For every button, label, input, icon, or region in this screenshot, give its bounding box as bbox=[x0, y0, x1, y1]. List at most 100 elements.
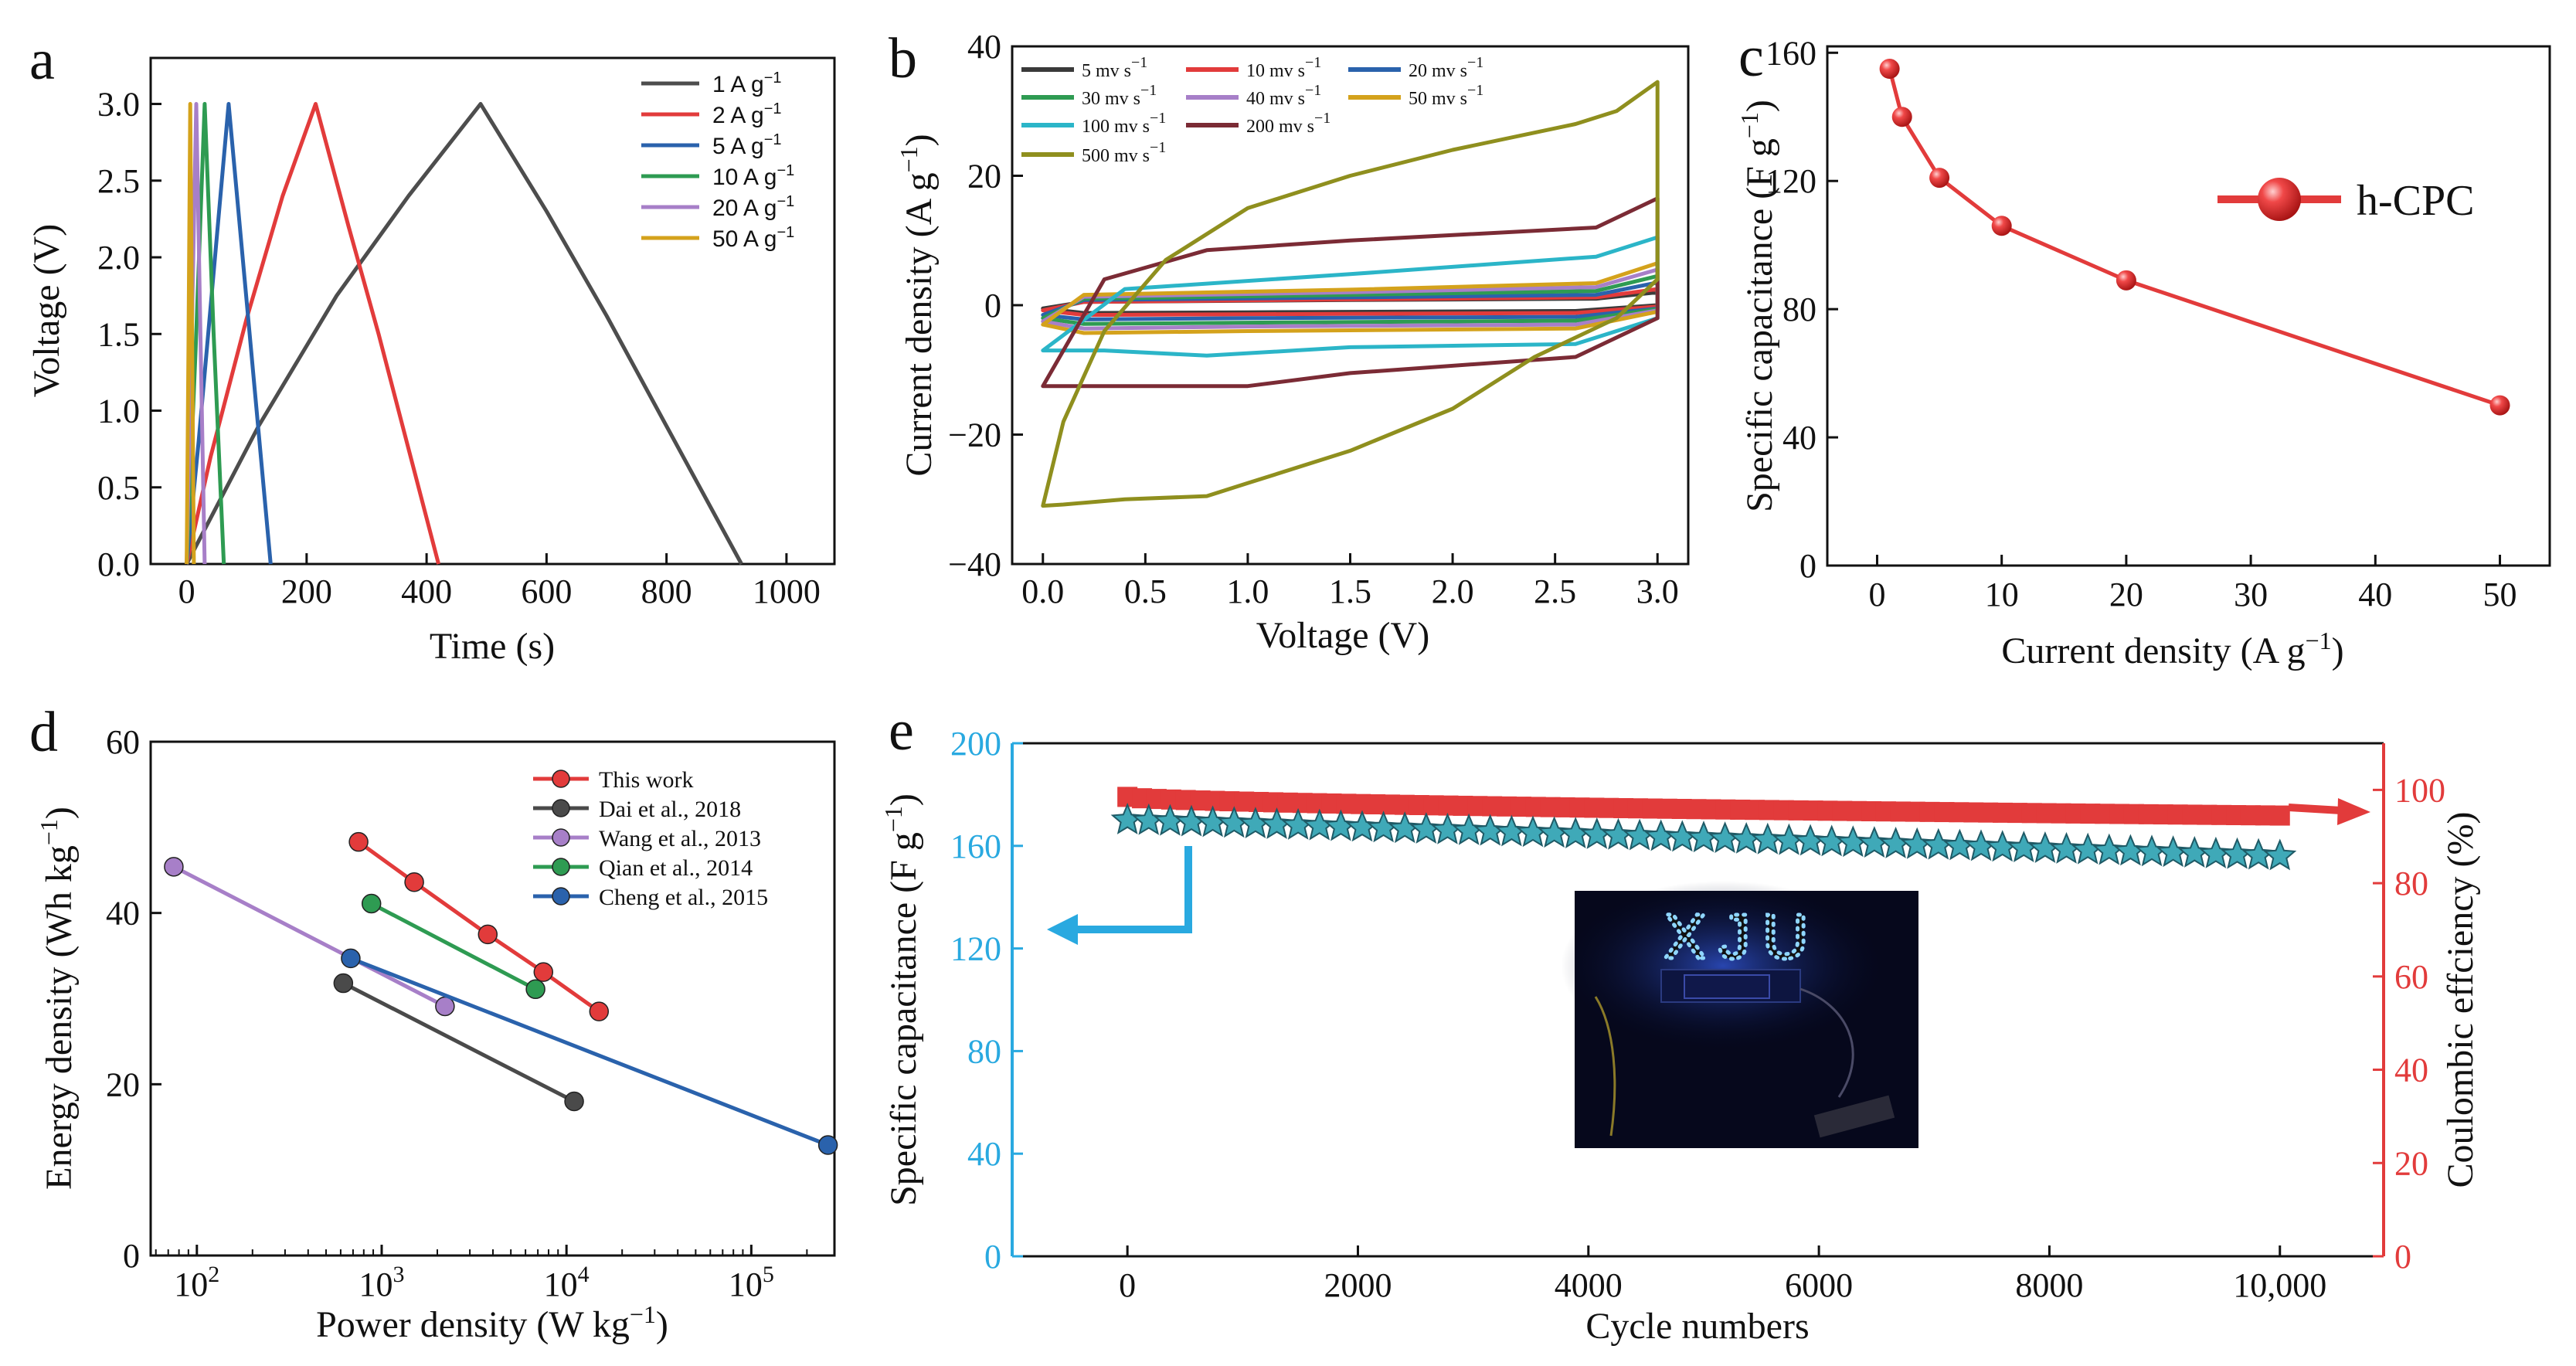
panel-d-series bbox=[164, 831, 838, 1155]
y-tick-label: 40 bbox=[967, 1135, 1001, 1173]
y-tick-label: 2.5 bbox=[97, 162, 140, 200]
panel-d-x-label: Power density (W kg−1) bbox=[316, 1300, 668, 1345]
data-point bbox=[817, 1135, 838, 1155]
x-tick-label: 3.0 bbox=[1636, 573, 1679, 610]
x-tick-label: 40 bbox=[2358, 576, 2392, 613]
panel-c-y-label-main: Specific capacitance (F g bbox=[1739, 138, 1780, 512]
x-tick-label: 105 bbox=[729, 1262, 774, 1303]
data-point bbox=[1991, 216, 2012, 236]
panel-a-series bbox=[185, 102, 743, 566]
panel-letter-d: d bbox=[29, 701, 58, 764]
data-point bbox=[348, 831, 369, 852]
cv-loop bbox=[1041, 80, 1660, 508]
panel-c-x-label: Current density (A g−1) bbox=[2001, 627, 2343, 671]
legend-h-cpc-label: h-CPC bbox=[2357, 177, 2475, 225]
data-point bbox=[2489, 395, 2510, 416]
x-tick-label: 8000 bbox=[2015, 1266, 2083, 1304]
panel-b-y-label-main: Current density (A g bbox=[899, 172, 940, 476]
legend-label: This work bbox=[599, 767, 694, 793]
panel-letter-a: a bbox=[29, 29, 55, 92]
panel-c-legend: h-CPC bbox=[2217, 177, 2475, 225]
panel-e-series bbox=[1110, 787, 2297, 871]
y-tick-label: 20 bbox=[106, 1065, 140, 1103]
panel-c-y-label-sup: −1 bbox=[1735, 112, 1763, 138]
legend-marker bbox=[552, 770, 570, 788]
data-point bbox=[1929, 168, 1950, 189]
panel-b-chart: 0.0 0.5 1.0 1.5 2.0 2.5 3.0 −40 −20 0 20 40 5 mv s−… bbox=[895, 28, 1690, 656]
panel-e-chart: 0 2000 4000 6000 8000 10,00004080120160200020… bbox=[879, 725, 2481, 1347]
series-line bbox=[185, 102, 196, 565]
panel-b-series bbox=[1041, 80, 1660, 508]
legend-label: 10 A g−1 bbox=[712, 162, 794, 190]
x-tick-label: 30 bbox=[2234, 576, 2268, 613]
data-point bbox=[333, 973, 354, 994]
legend-label: 1 A g−1 bbox=[712, 70, 782, 97]
y2-tick-label: 0 bbox=[2394, 1238, 2411, 1276]
legend-label: Cheng et al., 2015 bbox=[599, 885, 768, 910]
legend-label: 50 A g−1 bbox=[712, 224, 794, 252]
x-tick-label: 2.5 bbox=[1534, 573, 1576, 610]
data-point bbox=[1891, 107, 1912, 127]
y-tick-label: 120 bbox=[1765, 162, 1816, 200]
x-tick-label: 20 bbox=[2109, 576, 2143, 613]
panel-b-y-label-sup: −1 bbox=[895, 146, 923, 172]
series-line bbox=[185, 102, 207, 565]
data-point bbox=[564, 1091, 584, 1112]
y-tick-label: 20 bbox=[967, 158, 1001, 195]
x-tick-label: 200 bbox=[281, 573, 332, 610]
capacitance-line bbox=[1888, 68, 2501, 407]
x-tick-label: 0.5 bbox=[1124, 573, 1167, 610]
panel-c-chart: 0 10 20 30 40 50 0 40 80 120 160 h-CPC Current den… bbox=[1735, 34, 2551, 671]
capacitance-point bbox=[2263, 838, 2297, 871]
x-tick-label: 0 bbox=[1119, 1266, 1136, 1304]
legend-label: 40 mv s−1 bbox=[1246, 82, 1321, 109]
x-tick-label: 104 bbox=[544, 1262, 590, 1303]
panel-e-y-label-main: Specific capacitance (F g bbox=[883, 832, 924, 1206]
y-tick-label: 1.5 bbox=[97, 315, 140, 353]
data-point bbox=[525, 979, 545, 1000]
x-tick-label: 1000 bbox=[753, 573, 821, 610]
data-point bbox=[164, 857, 184, 877]
data-point bbox=[2116, 270, 2136, 291]
panel-c-frame bbox=[1826, 45, 2551, 567]
y-tick-label: 80 bbox=[967, 1032, 1001, 1070]
panel-d-x-label-main: Power density (W kg bbox=[316, 1304, 630, 1345]
legend-label: 30 mv s−1 bbox=[1082, 82, 1157, 109]
y-tick-label: 3.0 bbox=[97, 86, 140, 124]
x-tick-label: 2.0 bbox=[1432, 573, 1474, 610]
series-line bbox=[349, 957, 829, 1147]
data-point bbox=[589, 1001, 610, 1021]
data-point bbox=[341, 948, 361, 969]
x-tick-label: 10,000 bbox=[2233, 1266, 2326, 1304]
y-tick-label: 0.0 bbox=[97, 545, 140, 583]
capacitance-axis-arrow bbox=[1047, 846, 1192, 945]
panel-c-series bbox=[1879, 59, 2510, 416]
series-line bbox=[342, 981, 576, 1103]
x-tick-label: 600 bbox=[521, 573, 572, 610]
x-tick-label: 0 bbox=[1868, 576, 1885, 613]
y-tick-label: 1.0 bbox=[97, 392, 140, 430]
x-tick-label: 0.0 bbox=[1021, 573, 1064, 610]
panel-c-x-label-main: Current density (A g bbox=[2001, 630, 2305, 671]
data-point bbox=[361, 893, 382, 914]
panel-d-y-label: Energy density (Wh kg−1) bbox=[35, 807, 80, 1190]
x-tick-label: 6000 bbox=[1785, 1266, 1853, 1304]
y-tick-label: 160 bbox=[950, 827, 1001, 865]
x-tick-label: 50 bbox=[2483, 576, 2517, 613]
x-tick-label: 1.5 bbox=[1329, 573, 1371, 610]
panel-letter-c: c bbox=[1738, 25, 1764, 89]
y-tick-label: 0 bbox=[984, 287, 1001, 325]
legend-label: 5 mv s−1 bbox=[1082, 54, 1147, 81]
y-tick-label: 0 bbox=[1799, 547, 1816, 585]
panel-d-legend: This work Dai et al., 2018 Wang et al., 20… bbox=[533, 767, 768, 910]
panel-b-legend: 5 mv s−1 10 mv s−1 20 mv s−1 30 mv s−1 40 mv… bbox=[1021, 54, 1483, 166]
panel-a-chart: 0 200 400 600 800 1000 0.0 0.5 1.0 1.5 2.0 2.5 3.0 1… bbox=[26, 56, 836, 667]
panel-a-y-label: Voltage (V) bbox=[26, 224, 67, 397]
legend-label: 200 mv s−1 bbox=[1246, 110, 1330, 137]
y-tick-label: 120 bbox=[950, 930, 1001, 968]
panel-letter-e: e bbox=[889, 699, 914, 763]
legend-label: 2 A g−1 bbox=[712, 100, 782, 128]
panel-letter-b: b bbox=[889, 27, 917, 90]
series-line bbox=[370, 902, 537, 991]
